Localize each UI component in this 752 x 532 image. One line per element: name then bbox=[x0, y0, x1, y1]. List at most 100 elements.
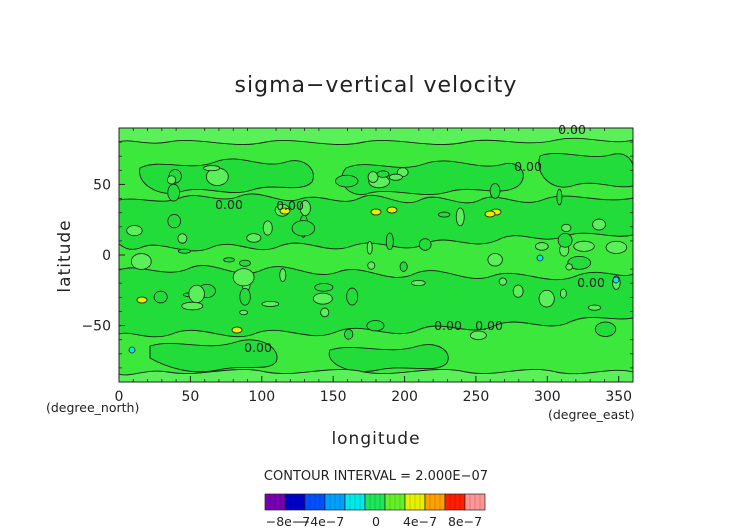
contour-region bbox=[341, 160, 524, 196]
x-axis-unit: (degree_east) bbox=[548, 407, 635, 422]
x-tick-label: 200 bbox=[391, 389, 418, 405]
contour-blob bbox=[587, 304, 602, 311]
contour-blob bbox=[126, 225, 143, 237]
contour-blob bbox=[366, 241, 373, 255]
colorbar-tick-label: 8e−7 bbox=[448, 514, 482, 529]
contour-blob bbox=[561, 223, 572, 233]
contour-blob bbox=[567, 255, 592, 270]
contour-blob bbox=[565, 263, 573, 271]
contour-blob bbox=[376, 170, 390, 178]
contour-blob bbox=[246, 233, 262, 243]
x-tick-label: 350 bbox=[605, 389, 632, 405]
contour-spot bbox=[484, 210, 496, 218]
contour-label: 0.00 bbox=[276, 198, 304, 213]
x-tick-label: 300 bbox=[534, 389, 561, 405]
y-tick-label: 0 bbox=[102, 248, 111, 264]
contour-blob bbox=[367, 171, 379, 183]
contour-blob bbox=[232, 268, 255, 287]
contour-blob bbox=[592, 218, 606, 231]
chart-title: sigma−vertical velocity bbox=[235, 73, 518, 98]
contour-blobs bbox=[126, 165, 628, 354]
contour-interval-text: CONTOUR INTERVAL = 2.000E−07 bbox=[264, 469, 488, 484]
contour-spot bbox=[128, 346, 136, 354]
contour-blob bbox=[291, 220, 316, 237]
y-axis-label: latitude bbox=[55, 219, 75, 292]
contour-blob bbox=[385, 232, 394, 251]
contour-label: 0.00 bbox=[434, 318, 462, 333]
contour-blob bbox=[223, 257, 235, 263]
y-axis: 50 0 −50 bbox=[81, 141, 633, 369]
contour-blob bbox=[320, 307, 330, 318]
contour-spot bbox=[370, 208, 382, 216]
contour-spot bbox=[136, 296, 148, 304]
contour-blob bbox=[438, 211, 451, 218]
y-axis-unit: (degree_north) bbox=[46, 400, 139, 415]
contour-spot bbox=[231, 326, 243, 334]
contour-label: 0.00 bbox=[215, 197, 243, 212]
colorbar-tick-label: 4e−7 bbox=[403, 514, 437, 529]
contour-blob bbox=[469, 330, 487, 341]
x-tick-label: 100 bbox=[248, 389, 275, 405]
contour-labels: 0.00 0.00 0.00 0.00 0.00 0.00 0.00 0.00 bbox=[215, 122, 605, 355]
contour-blob bbox=[399, 261, 408, 272]
contour-label: 0.00 bbox=[577, 275, 605, 290]
colorbar-tick-labels: −8e−7−4e−7 0 4e−7 8e−7 bbox=[266, 514, 482, 529]
contour-blob bbox=[487, 253, 503, 267]
contour-blob bbox=[167, 183, 180, 202]
contour-blob bbox=[167, 175, 177, 185]
contour-blob bbox=[411, 279, 426, 287]
contour-blob bbox=[498, 277, 507, 286]
contour-region bbox=[119, 369, 633, 382]
contour-blob bbox=[239, 259, 251, 267]
contour-blob bbox=[556, 188, 563, 206]
x-tick-label: 0 bbox=[115, 389, 124, 405]
x-tick-label: 250 bbox=[463, 389, 490, 405]
contour-label: 0.00 bbox=[475, 318, 503, 333]
contour-spot bbox=[612, 276, 620, 284]
contour-blob bbox=[279, 268, 287, 282]
contour-blob bbox=[367, 261, 376, 270]
contour-blob bbox=[605, 240, 628, 254]
contour-blob bbox=[262, 220, 273, 236]
plot-area: 0.00 0.00 0.00 0.00 0.00 0.00 0.00 0.00 bbox=[118, 122, 634, 383]
contour-label: 0.00 bbox=[244, 340, 272, 355]
contour-label: 0.00 bbox=[514, 159, 542, 174]
x-tick-label: 50 bbox=[181, 389, 199, 405]
contour-blob bbox=[239, 287, 251, 306]
contour-blob bbox=[512, 284, 524, 298]
contour-blob bbox=[388, 173, 403, 181]
contour-blob bbox=[153, 290, 168, 304]
x-axis: 0 50 100 150 200 250 300 350 bbox=[115, 128, 632, 405]
colorbar-tick-label: −4e−7 bbox=[300, 514, 345, 529]
contour-blob bbox=[594, 321, 617, 337]
contour-spot bbox=[279, 207, 291, 215]
colorbar-tick-label: 0 bbox=[372, 514, 380, 529]
x-axis-label: longitude bbox=[331, 429, 420, 449]
contour-blob bbox=[130, 253, 152, 270]
contour-blob bbox=[335, 174, 359, 188]
contour-blob bbox=[177, 248, 192, 254]
contour-blob bbox=[418, 238, 432, 251]
contour-blob bbox=[538, 289, 555, 308]
x-tick-label: 150 bbox=[320, 389, 347, 405]
contour-blob bbox=[188, 284, 205, 304]
contour-blob bbox=[346, 287, 359, 306]
contour-blob bbox=[181, 301, 204, 311]
y-tick-label: −50 bbox=[81, 319, 111, 335]
contour-blob bbox=[312, 292, 333, 305]
contour-blob bbox=[534, 242, 549, 251]
contour-region bbox=[538, 152, 633, 188]
contour-blob bbox=[203, 165, 221, 172]
contour-blob bbox=[261, 301, 280, 307]
contour-blob bbox=[177, 233, 188, 244]
y-tick-label: 50 bbox=[93, 177, 111, 193]
contour-region bbox=[149, 339, 278, 373]
contour-blob bbox=[366, 320, 385, 332]
contour-blob bbox=[560, 288, 567, 299]
contour-blob bbox=[344, 328, 354, 340]
contour-spot bbox=[386, 206, 398, 214]
contour-blob bbox=[489, 183, 501, 199]
contour-blob bbox=[455, 207, 465, 227]
contour-blob bbox=[239, 309, 249, 316]
